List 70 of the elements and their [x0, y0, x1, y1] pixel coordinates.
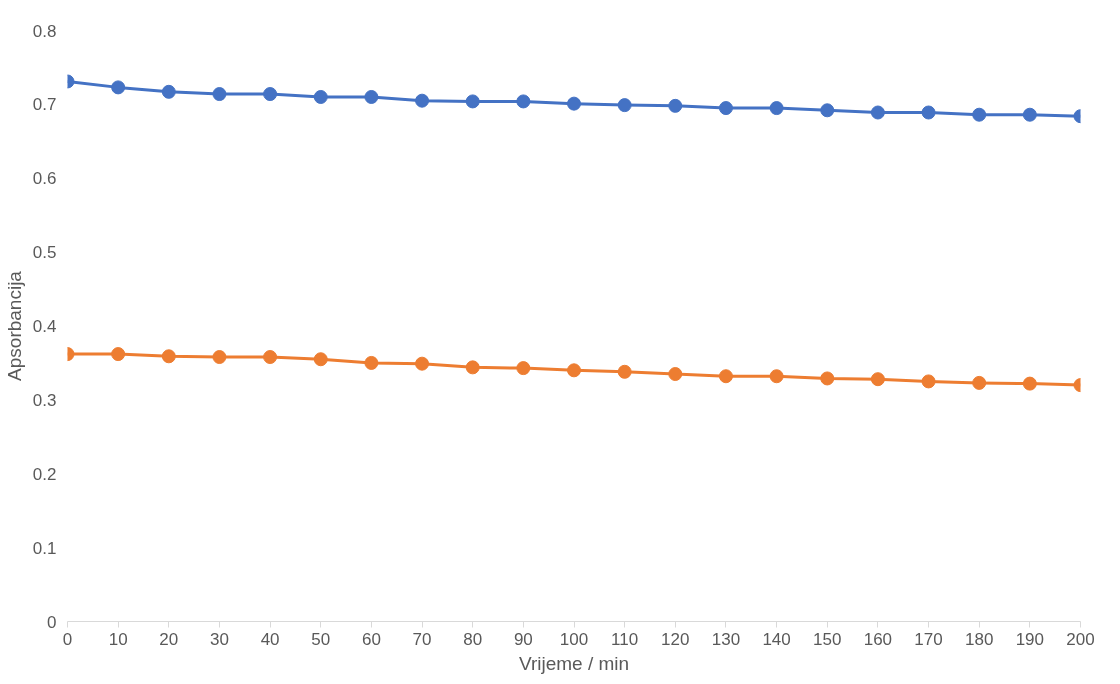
point	[870, 105, 885, 120]
point	[617, 98, 632, 113]
point	[212, 87, 227, 102]
point	[415, 93, 430, 108]
point	[820, 371, 835, 386]
point	[718, 101, 733, 116]
x-tick-label: 140	[762, 629, 791, 649]
y-tick-label: 0.6	[32, 169, 57, 189]
point	[161, 349, 176, 364]
point	[1022, 376, 1037, 391]
point	[921, 374, 936, 389]
point	[567, 363, 581, 378]
point	[567, 96, 581, 111]
point	[617, 364, 632, 379]
point	[769, 369, 784, 384]
point	[364, 90, 379, 104]
point	[921, 105, 936, 120]
point	[1022, 107, 1037, 122]
point	[465, 94, 480, 109]
x-tick-label: 10	[108, 629, 128, 649]
point	[364, 355, 379, 370]
x-axis-title: Vrijeme / min	[518, 652, 630, 674]
point	[516, 361, 531, 376]
point	[820, 103, 835, 118]
x-tick-label: 200	[1066, 629, 1095, 649]
x-tick-label: 60	[361, 629, 381, 649]
point	[769, 101, 784, 116]
point	[465, 360, 480, 375]
point	[718, 369, 733, 384]
point	[668, 98, 683, 113]
x-tick-label: 30	[210, 629, 229, 649]
point	[161, 84, 176, 99]
point	[111, 347, 126, 362]
x-tick-label: 150	[813, 629, 842, 649]
point	[111, 80, 126, 95]
point	[972, 107, 987, 122]
x-tick-label: 100	[559, 629, 589, 649]
y-tick-label: 0.2	[32, 464, 57, 484]
x-tick-label: 130	[711, 629, 741, 649]
x-tick-label: 20	[159, 629, 179, 649]
y-tick-label: 0.8	[32, 21, 57, 41]
y-tick-label: 0	[47, 612, 57, 632]
x-tick-label: 80	[463, 629, 483, 649]
point	[313, 352, 328, 367]
x-tick-label: 50	[311, 629, 331, 649]
x-tick-label: 90	[513, 629, 533, 649]
x-tick-label: 120	[661, 629, 690, 649]
x-tick-label: 180	[965, 629, 994, 649]
x-tick-label: 170	[914, 629, 943, 649]
y-tick-label: 0.4	[32, 317, 57, 336]
y-tick-label: 0.7	[32, 95, 57, 115]
point	[415, 356, 430, 371]
x-tick-label: 190	[1015, 629, 1045, 649]
point	[516, 94, 531, 109]
point	[313, 90, 328, 104]
point	[263, 350, 278, 365]
y-tick-label: 0.3	[32, 390, 57, 410]
x-tick-label: 110	[611, 629, 639, 649]
point	[972, 375, 987, 390]
x-tick-label: 70	[412, 629, 432, 649]
y-tick-label: 0.1	[32, 538, 57, 558]
x-tick-label: 40	[260, 629, 280, 649]
point	[668, 367, 683, 382]
x-tick-label: 160	[863, 629, 893, 649]
point	[212, 350, 227, 365]
point	[263, 87, 278, 102]
y-tick-label: 0.5	[32, 243, 57, 263]
x-tick-label: 0	[62, 629, 73, 649]
point	[870, 372, 885, 387]
y-axis-title: Apsorbancija	[3, 270, 25, 381]
